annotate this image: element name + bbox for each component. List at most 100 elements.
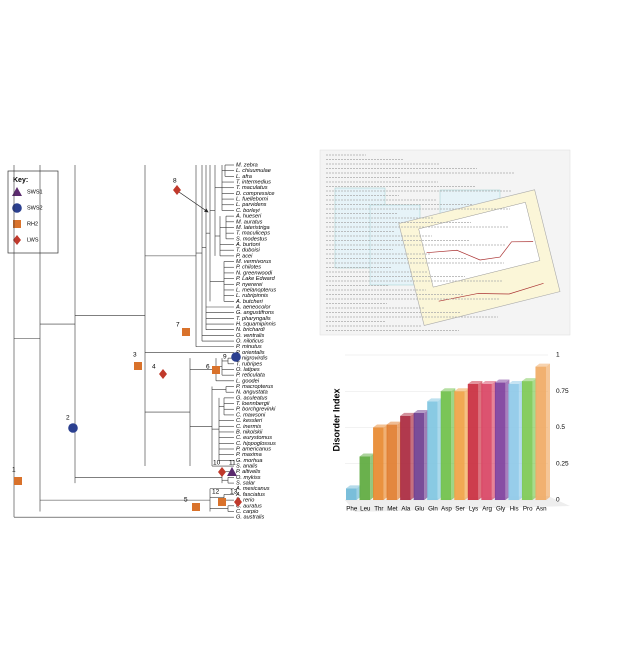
taxon-label: P. altivelis [236,469,261,475]
taxon-label: M. vermivorus [236,259,271,265]
taxon-label: G. angustifrons [236,310,274,316]
node-number: 1 [12,467,16,474]
taxon-label: O. mykiss [236,475,261,481]
taxon-label: L. fuelleborni [236,197,269,203]
taxon-label: L. afra [236,174,252,180]
taxon-label: P. macropterus [236,384,273,390]
taxon-label: P. reticulata [236,373,265,379]
bar [508,384,519,500]
x-tick-label: Ser [455,506,465,513]
bar-top [373,424,388,428]
taxon-label: L. melanopterus [236,287,276,293]
node-number: 8 [173,178,177,185]
node-number: 4 [152,364,156,371]
node-number: 6 [206,364,210,371]
taxon-label: A. aeneocolor [235,304,272,310]
bar-top [508,381,523,384]
node-number: 11 [229,460,236,467]
bar-top [359,453,375,457]
bar [413,413,425,500]
node-number: 9 [223,354,227,361]
taxon-label: P. maxima [236,452,262,458]
node-marker [134,362,142,370]
x-tick-label: His [510,506,519,513]
taxon-label: P. minutus [236,344,262,350]
taxon-label: C. carpio [236,509,258,515]
taxon-label: P. chilotes [236,265,261,271]
taxon-label: P. nyererei [236,282,263,288]
node-marker [159,369,167,379]
y-tick-label: 0.75 [556,388,569,395]
node-number: 12 [212,489,220,496]
bar-top [467,381,483,384]
bar-top [481,381,496,384]
taxon-label: L. rubripinnis [236,293,268,299]
node-marker [212,366,220,374]
node-marker [227,467,237,476]
taxon-label: S. modestus [236,236,267,242]
taxon-label: H. squamipinnis [236,322,276,328]
taxon-label: S. salar [236,481,256,487]
x-tick-label: Pro [523,506,533,513]
bar [454,391,465,500]
bar-top [521,378,537,382]
bar [400,415,411,500]
node-marker [173,185,181,195]
taxon-label: L. chiuumulae [236,168,271,174]
taxon-label: P. acei [236,253,253,259]
taxon-label: A. fasciatus [235,492,265,498]
taxon-label: A. mexicanus [235,486,270,492]
key-label: SWS1 [27,189,43,195]
taxon-label: P. Lake Edward [236,276,276,282]
key-label: RH2 [27,221,38,227]
bar [521,381,533,500]
taxon-label: M. zebra [236,162,258,168]
key-label: LWS [27,237,39,243]
x-tick-label: Ala [401,506,411,513]
bar [359,456,371,500]
taxon-label: G. morhua [236,458,262,464]
taxon-label: T. maculatus [236,185,268,191]
key-symbol [12,203,22,213]
x-tick-label: Phe [346,506,358,513]
taxon-label: T. pharyngalis [236,316,271,322]
code-panel [319,149,571,336]
bar-top [454,388,469,392]
x-tick-label: Asp [441,506,452,513]
node-marker [68,423,78,433]
node-number: 10 [213,460,221,467]
taxon-label: T. rubripes [236,361,262,367]
taxon-label: C. inermis [236,424,261,430]
bar [481,384,492,500]
node-number: 13 [230,489,238,496]
y-tick-label: 0.5 [556,424,565,431]
node-number: 3 [133,352,137,359]
taxon-label: A. butcheri [235,299,263,305]
bar [494,382,506,500]
bar-top [494,379,510,383]
bar-top [440,388,456,392]
node-marker [14,477,22,485]
taxon-label: S. analis [236,464,258,470]
y-tick-label: 0.25 [556,460,569,467]
bar [535,366,546,500]
plot-curve [438,282,544,302]
taxon-label: L. parvidens [236,202,267,208]
x-tick-label: Leu [360,506,371,513]
arrow [178,191,209,213]
bar [440,391,452,500]
y-axis-label: Disorder Index [331,388,341,451]
taxon-label: M. lateristriga [236,225,270,231]
taxon-label: O. niloticus [236,339,264,345]
bar-top [535,363,550,367]
x-tick-label: Lys [469,506,478,513]
node-marker [182,328,190,336]
taxon-label: P. americanus [236,446,271,452]
taxon-label: P. orientalis [236,350,265,356]
y-tick-label: 1 [556,352,560,359]
x-tick-label: Thr [374,506,383,513]
bar [427,401,438,500]
x-tick-label: Gln [428,506,438,513]
taxon-label: P. borchgrevinki [236,407,276,413]
